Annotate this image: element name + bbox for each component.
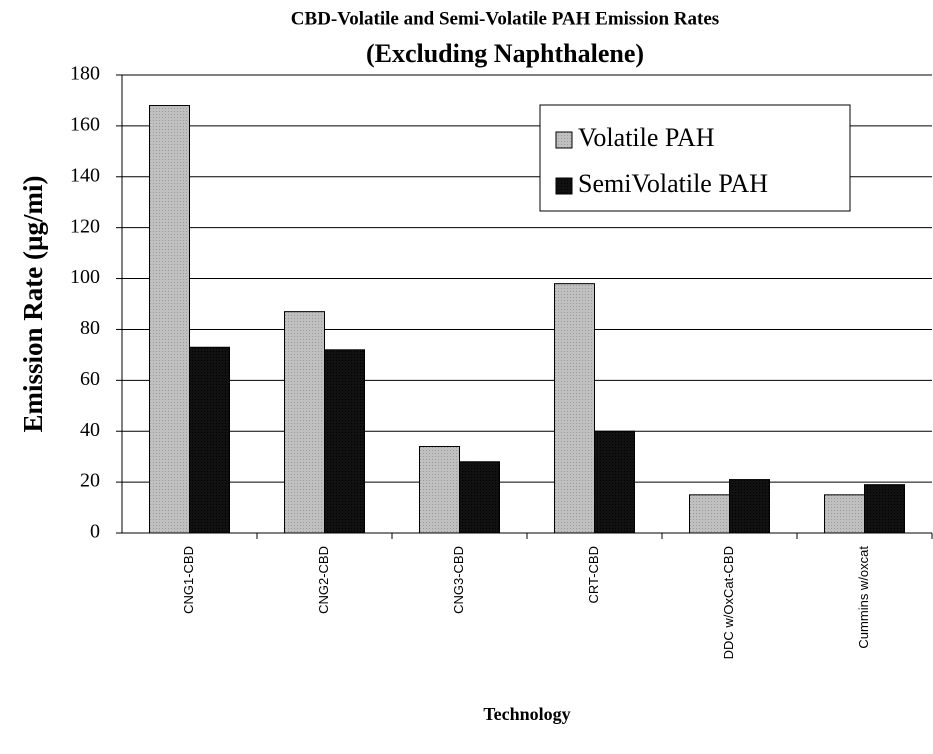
- x-tick-label: CNG1-CBD: [181, 546, 196, 614]
- bar: [189, 346, 230, 534]
- x-tick-label: DDC w/OxCat-CBD: [721, 546, 736, 659]
- bar: [824, 494, 865, 534]
- legend-label: SemiVolatile PAH: [578, 169, 768, 198]
- bar: [554, 283, 595, 534]
- y-tick-label: 0: [90, 521, 100, 543]
- x-tick-label: Cummins w/oxcat: [856, 546, 871, 649]
- bar: [324, 349, 365, 534]
- y-tick-label: 20: [80, 470, 100, 492]
- bar: [149, 105, 190, 534]
- y-axis-label: Emission Rate (µg/mi): [18, 175, 48, 432]
- bar: [689, 494, 730, 534]
- bar: [284, 311, 325, 534]
- y-tick-label: 100: [70, 266, 100, 288]
- bar: [594, 430, 635, 534]
- bar: [459, 461, 500, 534]
- x-tick-label: CNG3-CBD: [451, 546, 466, 614]
- x-axis-label: Technology: [483, 704, 570, 724]
- y-tick-label: 40: [80, 419, 100, 441]
- legend-swatch: [555, 177, 573, 195]
- chart-title: CBD-Volatile and Semi-Volatile PAH Emiss…: [291, 8, 719, 29]
- y-tick-label: 80: [80, 317, 100, 339]
- y-tick-label: 160: [70, 113, 100, 135]
- y-tick-label: 120: [70, 215, 100, 237]
- legend-label: Volatile PAH: [578, 123, 715, 152]
- x-tick-label: CRT-CBD: [586, 546, 601, 604]
- y-tick-label: 180: [70, 63, 100, 85]
- y-tick-label: 140: [70, 164, 100, 186]
- bar: [729, 479, 770, 534]
- bar: [864, 484, 905, 534]
- x-tick-label: CNG2-CBD: [316, 546, 331, 614]
- legend-swatch: [555, 131, 573, 149]
- chart-subtitle: (Excluding Naphthalene): [366, 39, 644, 68]
- legend-box: [539, 104, 851, 212]
- bar: [419, 445, 460, 534]
- y-tick-label: 60: [80, 368, 100, 390]
